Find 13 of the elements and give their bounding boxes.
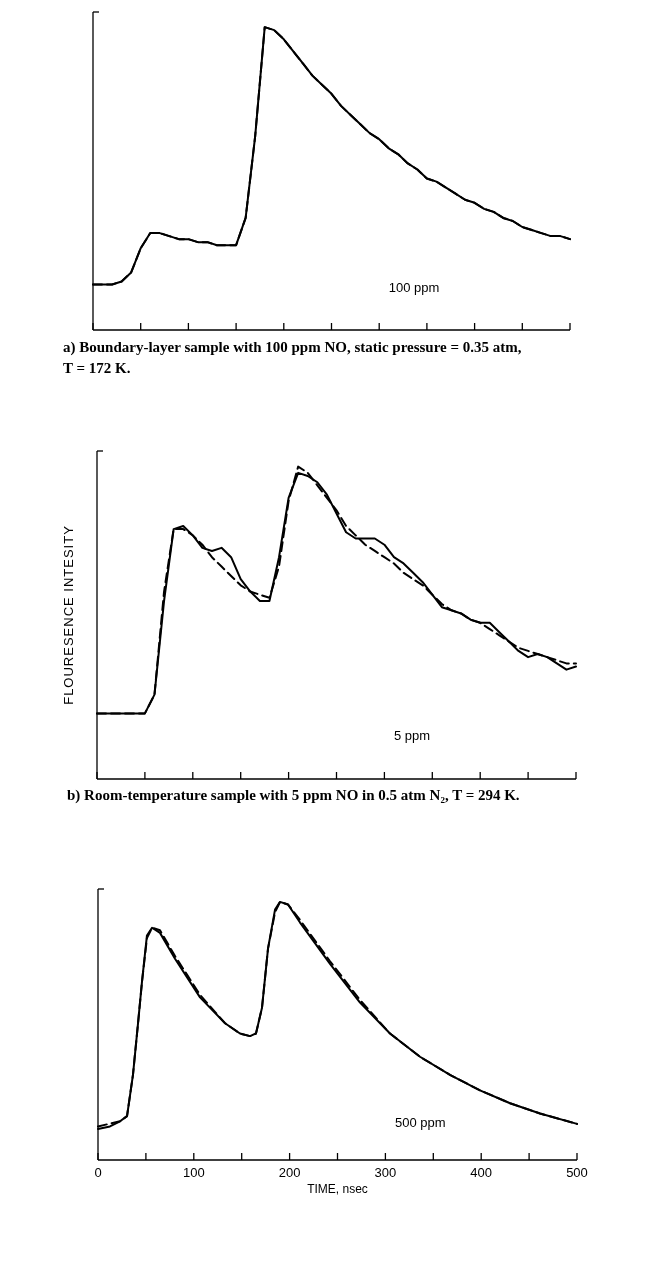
x-tick-label: 500 (566, 1165, 588, 1180)
text: b) Room-temperature sample with 5 ppm NO in 0.5 atm N₂, T = 294 K. (67, 787, 520, 804)
y-axis-title: FLOURESENCE INTESITY (61, 525, 76, 705)
x-tick-label: 400 (470, 1165, 493, 1180)
annotation: 5 ppm (393, 727, 431, 743)
x-tick-label: 300 (374, 1165, 397, 1180)
x-tick-label: 200 (278, 1165, 301, 1180)
x-axis-title: TIME, nsec (307, 1182, 368, 1196)
x-tick-label: 0 (94, 1165, 102, 1180)
annotation: 100 ppm (388, 279, 440, 295)
text: a) Boundary-layer sample with 100 ppm NO, static pressure = 0.35 atm, T = 172 K. (63, 339, 522, 376)
annotation: 500 ppm (394, 1115, 446, 1131)
x-tick-label: 100 (182, 1165, 205, 1180)
